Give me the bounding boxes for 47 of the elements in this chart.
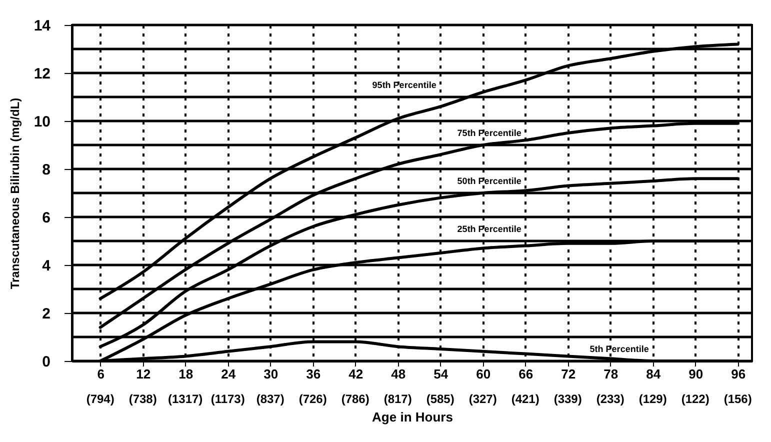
- text: (421): [511, 392, 540, 406]
- series-label: 95th Percentile: [372, 80, 436, 90]
- text: (233): [596, 392, 624, 406]
- x-tick-label: 96: [731, 366, 746, 382]
- text: (1173): [210, 392, 245, 406]
- y-tick-label: 8: [42, 162, 50, 178]
- text: (585): [426, 392, 454, 406]
- text: (1317): [168, 392, 203, 406]
- y-tick-label: 6: [42, 210, 50, 226]
- x-tick-label: 42: [348, 366, 364, 382]
- y-tick-label: 0: [42, 354, 50, 370]
- text: (738): [128, 392, 157, 406]
- y-tick-label: 4: [42, 258, 52, 274]
- x-tick-label: 24: [221, 366, 236, 382]
- y-tick-label: 14: [34, 18, 52, 34]
- x-tick-label: 90: [688, 366, 704, 382]
- x-tick-label: 54: [434, 366, 449, 382]
- text: (339): [554, 392, 582, 406]
- x-tick-label: 78: [604, 366, 618, 382]
- x-tick-label: 84: [646, 366, 662, 382]
- y-tick-label: 10: [34, 114, 50, 130]
- text: (726): [298, 392, 327, 406]
- x-tick-label: 66: [518, 366, 534, 382]
- x-tick-label: 18: [178, 366, 194, 382]
- text: (156): [724, 392, 752, 406]
- x-tick-label: 6: [97, 366, 104, 382]
- y-tick-label: 12: [34, 66, 50, 82]
- text: (837): [256, 392, 284, 406]
- series-label: 5th Percentile: [590, 344, 649, 354]
- series-label: 25th Percentile: [457, 224, 522, 234]
- x-tick-label: 36: [306, 366, 321, 382]
- text: (129): [638, 392, 667, 406]
- text: (122): [681, 392, 710, 406]
- x-tick-label: 72: [561, 366, 576, 382]
- text: (327): [468, 392, 497, 406]
- text: (786): [341, 392, 370, 406]
- x-tick-label: 48: [391, 366, 406, 382]
- y-tick-label: 2: [42, 306, 50, 322]
- series-label: 50th Percentile: [457, 176, 522, 186]
- series-label: 75th Percentile: [457, 128, 522, 138]
- x-tick-label: 60: [476, 366, 491, 382]
- y-axis-title: Transcutaneous Bilirubin (mg/dL): [8, 98, 22, 290]
- x-axis-title: Age in Hours: [372, 410, 453, 424]
- x-tick-label: 12: [136, 366, 151, 382]
- text: (794): [86, 392, 114, 406]
- text: (817): [384, 392, 412, 406]
- x-tick-label: 30: [264, 366, 278, 382]
